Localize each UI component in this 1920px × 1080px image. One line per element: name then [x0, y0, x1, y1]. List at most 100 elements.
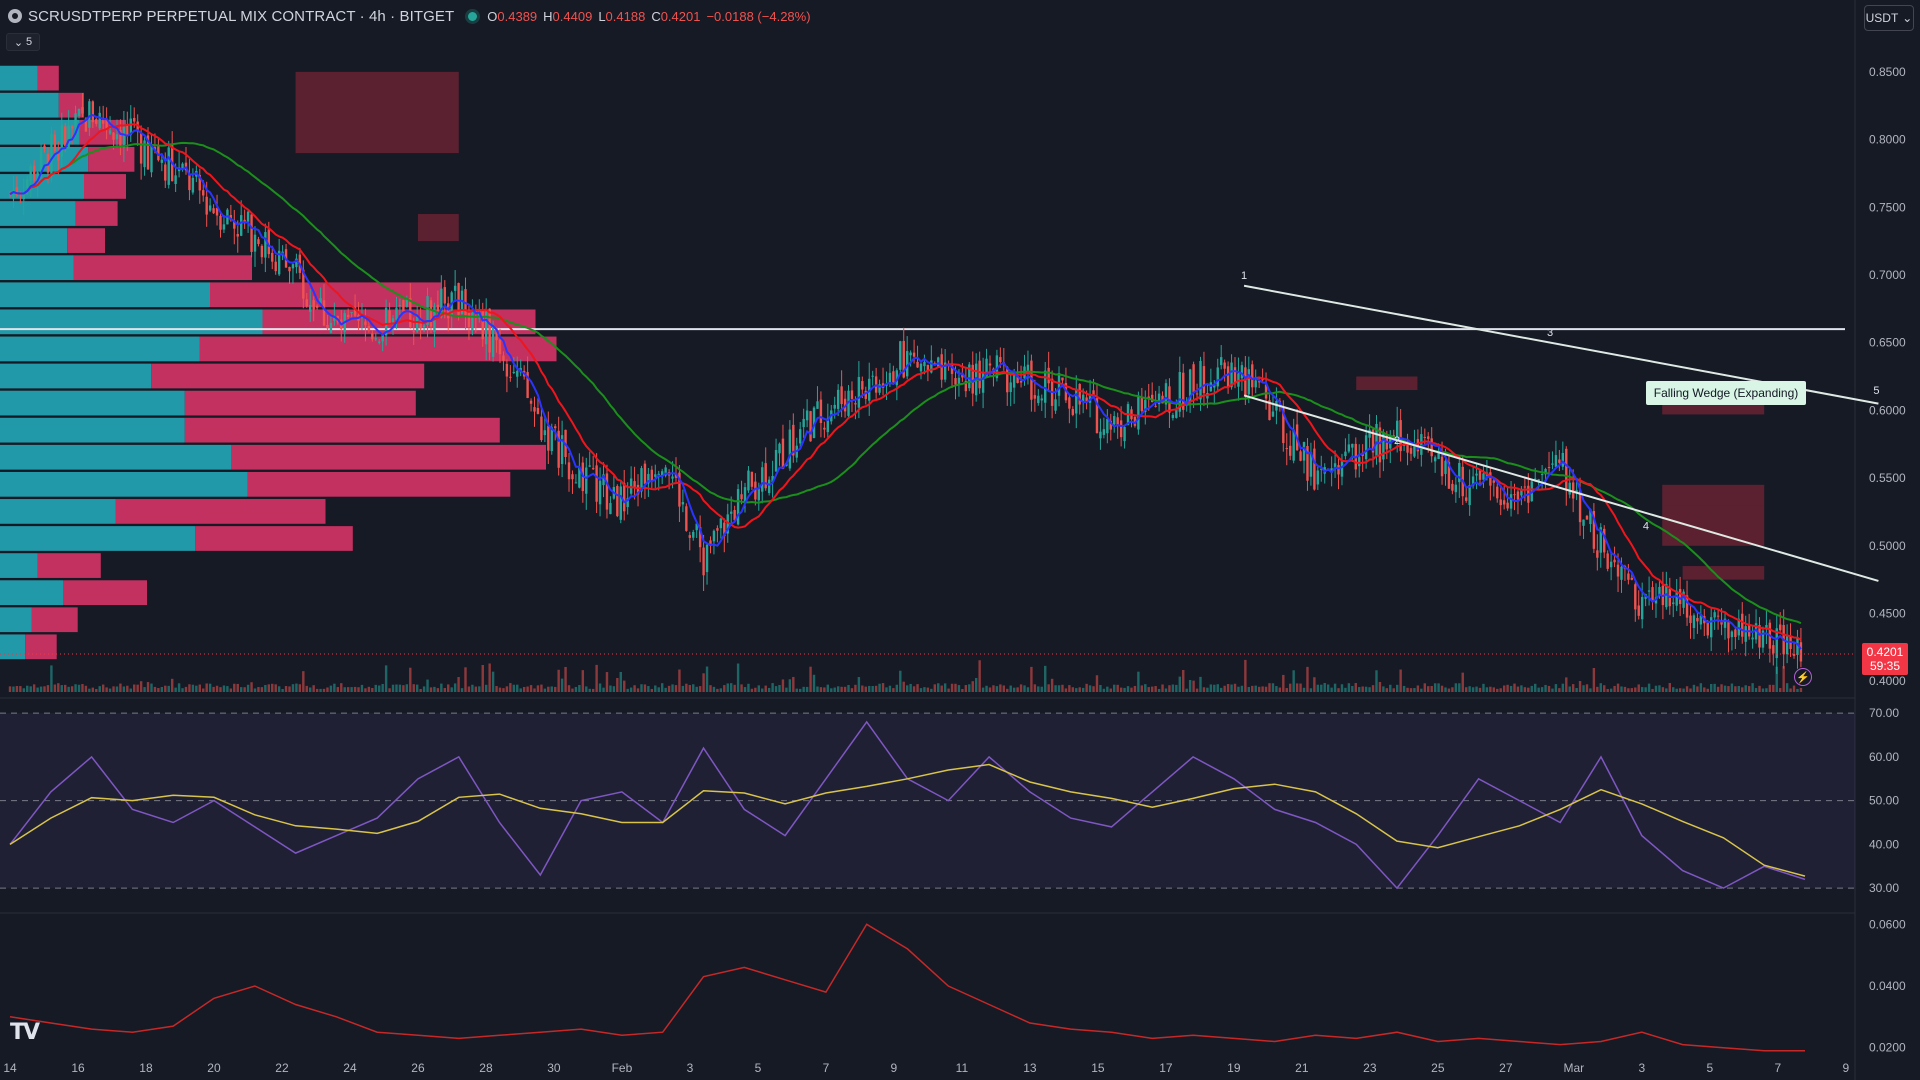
- candle-body: [388, 310, 391, 324]
- volume-bar: [1761, 688, 1765, 692]
- candle-body: [585, 467, 588, 494]
- volume-bar: [678, 669, 681, 692]
- volume-bar: [1716, 686, 1720, 692]
- volume-bar: [1789, 688, 1792, 692]
- candle-body: [1371, 429, 1375, 453]
- volume-bar: [943, 683, 947, 692]
- candle-body: [774, 449, 778, 472]
- volume-bar: [1006, 688, 1009, 692]
- volume-bar: [864, 686, 867, 692]
- volume-bar: [1040, 686, 1043, 692]
- candle-body: [1037, 395, 1040, 404]
- supply-zone-box: [417, 214, 459, 242]
- volume-bar: [1544, 684, 1547, 692]
- volume-bar: [657, 687, 660, 692]
- volume-bar: [1320, 684, 1323, 692]
- volume-bar: [1433, 683, 1437, 692]
- volume-profile-sell-bar: [195, 526, 353, 551]
- volume-bar: [474, 686, 478, 692]
- volume-bar: [1799, 687, 1803, 692]
- candle-body: [395, 307, 398, 320]
- candle-body: [1044, 370, 1047, 403]
- candle-body: [723, 522, 726, 537]
- volume-bar: [1351, 686, 1354, 692]
- volume-bar: [1019, 684, 1023, 692]
- volume-bar: [974, 677, 978, 692]
- volume-profile-sell-bar: [184, 417, 500, 443]
- alert-bolt-icon[interactable]: ⚡: [1794, 668, 1812, 686]
- candle-body: [1765, 625, 1768, 630]
- volume-bar: [1378, 681, 1382, 692]
- candle-body: [1468, 485, 1471, 506]
- volume-bar: [322, 688, 326, 692]
- time-axis-label: 18: [139, 1061, 153, 1075]
- candle-body: [422, 325, 426, 328]
- volume-profile-sell-bar: [247, 471, 511, 497]
- candle-body: [77, 108, 81, 116]
- volume-bar: [1634, 687, 1637, 692]
- volume-bar: [1640, 687, 1644, 692]
- volume-bar: [712, 686, 716, 692]
- symbol-title[interactable]: SCRUSDTPERP PERPETUAL MIX CONTRACT · 4h …: [28, 7, 455, 25]
- candle-body: [1057, 372, 1061, 396]
- currency-select[interactable]: USDT ⌄: [1864, 5, 1914, 31]
- candle-body: [591, 468, 595, 470]
- volume-bar: [267, 684, 271, 692]
- volume-bar: [726, 683, 729, 692]
- candle-body: [1637, 605, 1640, 616]
- candle-body: [1423, 436, 1426, 438]
- candle-body: [1772, 645, 1775, 654]
- volume-bar: [36, 687, 39, 692]
- volume-bar: [595, 664, 598, 692]
- volume-bar: [1551, 688, 1554, 692]
- volume-bar: [871, 686, 874, 692]
- candle-body: [892, 371, 895, 383]
- candle-body: [1320, 468, 1323, 470]
- candle-body: [761, 467, 764, 492]
- time-axis-label: 14: [3, 1061, 17, 1075]
- volume-bar: [1230, 684, 1233, 692]
- time-axis-label: 5: [1706, 1061, 1713, 1075]
- volume-bar: [1509, 685, 1513, 692]
- candle-body: [1254, 380, 1257, 388]
- volume-bar: [947, 688, 950, 692]
- candle-body: [930, 360, 933, 373]
- candle-body: [1358, 457, 1361, 467]
- volume-bar: [32, 684, 36, 692]
- volume-bar: [1696, 686, 1699, 692]
- volume-bar: [277, 686, 281, 692]
- volume-bar: [550, 686, 553, 692]
- candle-body: [67, 125, 70, 149]
- candle-body: [1150, 394, 1154, 403]
- volume-bar: [526, 686, 529, 692]
- candle-body: [1758, 625, 1761, 648]
- candle-body: [788, 429, 792, 469]
- candle-body: [754, 481, 757, 500]
- volume-bar: [1513, 683, 1516, 692]
- volume-bar: [1489, 686, 1492, 692]
- candle-body: [957, 377, 961, 385]
- candle-body: [1430, 438, 1433, 457]
- volume-bar: [840, 686, 843, 692]
- time-axis-label: 20: [207, 1061, 221, 1075]
- volume-bar: [767, 687, 771, 692]
- volume-profile-sell-bar: [75, 201, 118, 226]
- volume-bar: [1496, 688, 1499, 692]
- candle-body: [1558, 459, 1561, 463]
- volume-bar: [667, 685, 671, 692]
- volume-bar: [264, 684, 267, 692]
- indicators-toggle-button[interactable]: ⌄ 5: [6, 33, 40, 51]
- candle-body: [1440, 456, 1444, 477]
- candle-body: [1009, 382, 1012, 392]
- candle-body: [374, 338, 377, 340]
- volume-bar: [1047, 684, 1050, 692]
- candle-body: [1095, 398, 1099, 433]
- candle-body: [692, 532, 695, 538]
- time-axis-label: 5: [755, 1061, 762, 1075]
- volume-bar: [529, 685, 533, 692]
- candle-body: [833, 404, 836, 409]
- candle-body: [640, 468, 643, 492]
- volume-bar: [333, 683, 336, 692]
- pattern-label[interactable]: Falling Wedge (Expanding): [1646, 381, 1806, 405]
